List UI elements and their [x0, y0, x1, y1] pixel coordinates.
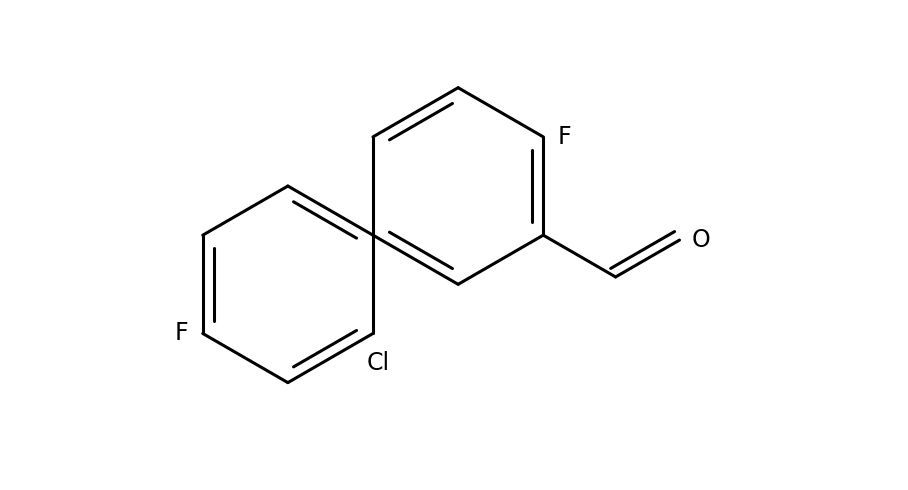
Text: F: F: [174, 321, 188, 345]
Text: F: F: [558, 125, 572, 149]
Text: Cl: Cl: [366, 351, 390, 375]
Text: O: O: [691, 228, 710, 252]
